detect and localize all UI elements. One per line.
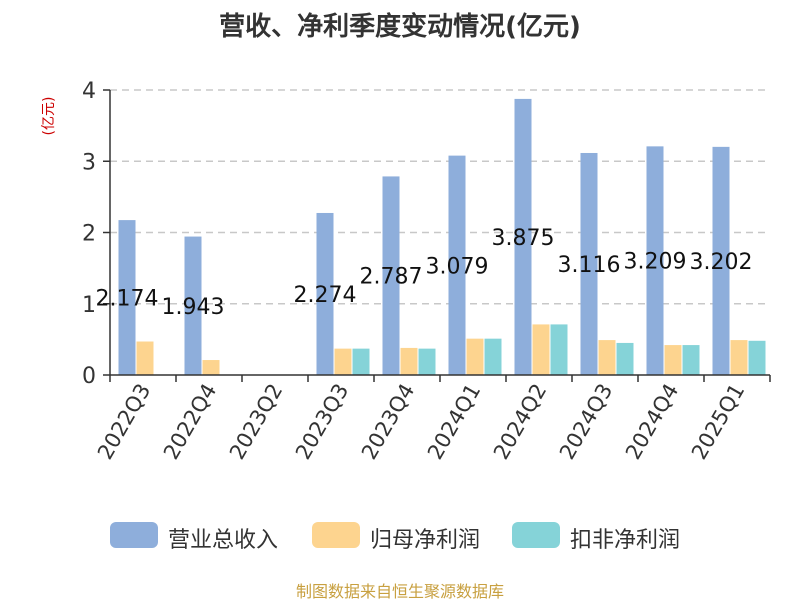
bar-revenue: [118, 220, 136, 375]
gridlines: [110, 89, 770, 305]
data-label: 2.274: [294, 283, 357, 308]
y-tick-label: 4: [82, 79, 96, 104]
legend-swatch-net-profit: [312, 522, 360, 548]
bar-net-profit: [730, 340, 748, 375]
bar-net-profit: [598, 340, 616, 375]
data-label: 3.209: [624, 250, 687, 275]
data-label: 3.079: [426, 254, 489, 279]
data-label: 3.116: [558, 253, 621, 278]
legend: 营业总收入 归母净利润 扣非净利润: [0, 518, 800, 553]
data-label: 3.875: [492, 226, 555, 251]
bar-revenue: [184, 236, 202, 375]
x-tick-label: 2022Q3: [93, 380, 155, 464]
bar-deducted-profit: [682, 345, 700, 375]
bar-net-profit: [202, 360, 220, 375]
bar-net-profit: [664, 345, 682, 375]
x-tick-label: 2022Q4: [159, 380, 221, 464]
bar-deducted-profit: [748, 340, 766, 375]
bar-revenue: [448, 155, 466, 375]
x-tick-label: 2024Q4: [621, 380, 683, 464]
x-tick-label: 2024Q3: [555, 380, 617, 464]
bar-revenue: [712, 146, 730, 375]
bar-revenue: [382, 176, 400, 375]
x-tick-label: 2024Q2: [489, 380, 551, 464]
legend-label-deducted-profit: 扣非净利润: [570, 528, 681, 553]
bar-revenue: [580, 152, 598, 375]
bar-deducted-profit: [418, 348, 436, 375]
y-tick-label: 2: [82, 222, 96, 247]
x-tick-label: 2025Q1: [687, 380, 749, 464]
x-tick-label: 2023Q4: [357, 380, 419, 464]
bar-deducted-profit: [484, 338, 502, 375]
bar-net-profit: [466, 338, 484, 375]
y-tick-label: 3: [82, 150, 96, 175]
data-label: 1.943: [162, 295, 225, 320]
y-tick-label: 1: [82, 293, 96, 318]
bar-deducted-profit: [550, 324, 568, 375]
x-tick-label: 2024Q1: [423, 380, 485, 464]
bar-net-profit: [400, 347, 418, 375]
legend-label-revenue: 营业总收入: [168, 528, 279, 553]
bar-net-profit: [334, 348, 352, 375]
x-tick-label: 2023Q2: [225, 380, 287, 464]
data-label: 2.787: [360, 265, 423, 290]
chart-title: 营收、净利季度变动情况(亿元): [219, 12, 581, 42]
legend-swatch-deducted-profit: [512, 522, 560, 548]
data-label: 2.174: [96, 287, 159, 312]
bars-layer: [118, 98, 766, 375]
bar-revenue: [514, 98, 532, 375]
legend-swatch-revenue: [110, 522, 158, 548]
bar-net-profit: [532, 324, 550, 375]
bar-deducted-profit: [352, 348, 370, 375]
bar-revenue: [646, 146, 664, 375]
data-label: 3.202: [690, 250, 753, 275]
x-tick-label: 2023Q3: [291, 380, 353, 464]
bar-deducted-profit: [616, 342, 634, 375]
legend-label-net-profit: 归母净利润: [370, 528, 481, 553]
bar-net-profit: [136, 341, 154, 375]
bar-revenue: [316, 212, 334, 375]
data-source-note: 制图数据来自恒生聚源数据库: [295, 582, 504, 601]
y-tick-label: 0: [82, 364, 96, 389]
